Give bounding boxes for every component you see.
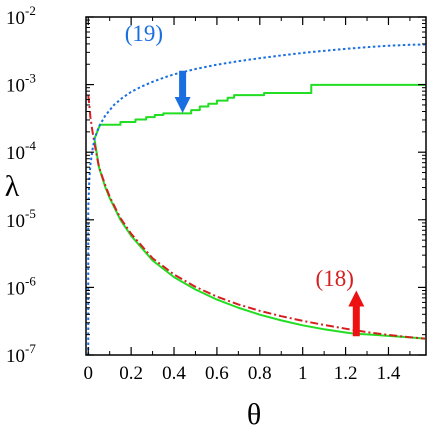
x-tick-label: 0.8	[248, 363, 272, 384]
x-tick-label: 1.2	[334, 363, 358, 384]
y-axis-title: λ	[5, 170, 20, 203]
annotation-a18: (18)	[316, 266, 354, 291]
y-tick-label: 10-2	[6, 3, 36, 29]
y-tick-label: 10-6	[6, 273, 36, 299]
series-line-green-upper	[93, 83, 425, 139]
y-tick-label: 10-3	[6, 71, 36, 97]
y-tick-label: 10-7	[6, 341, 36, 367]
arrow-red-arrow	[348, 290, 365, 337]
x-tick-label: 1	[298, 363, 308, 384]
x-tick-label: 0.2	[119, 363, 143, 384]
y-tick-label: 10-5	[6, 206, 36, 232]
x-tick-label: 0.6	[205, 363, 229, 384]
series-line-red-bound	[87, 94, 426, 340]
y-tick-label: 10-4	[6, 138, 36, 164]
x-tick-label: 0.4	[162, 363, 186, 384]
series-line-blue-bound	[87, 43, 425, 355]
x-tick-label: 1.4	[377, 363, 401, 384]
x-axis-title: θ	[247, 398, 261, 431]
series-line-green-lower	[93, 140, 426, 340]
x-tick-label: 0	[84, 363, 94, 384]
annotation-a19: (19)	[125, 21, 163, 46]
arrow-blue-arrow	[174, 70, 191, 113]
plot-frame	[85, 16, 427, 356]
